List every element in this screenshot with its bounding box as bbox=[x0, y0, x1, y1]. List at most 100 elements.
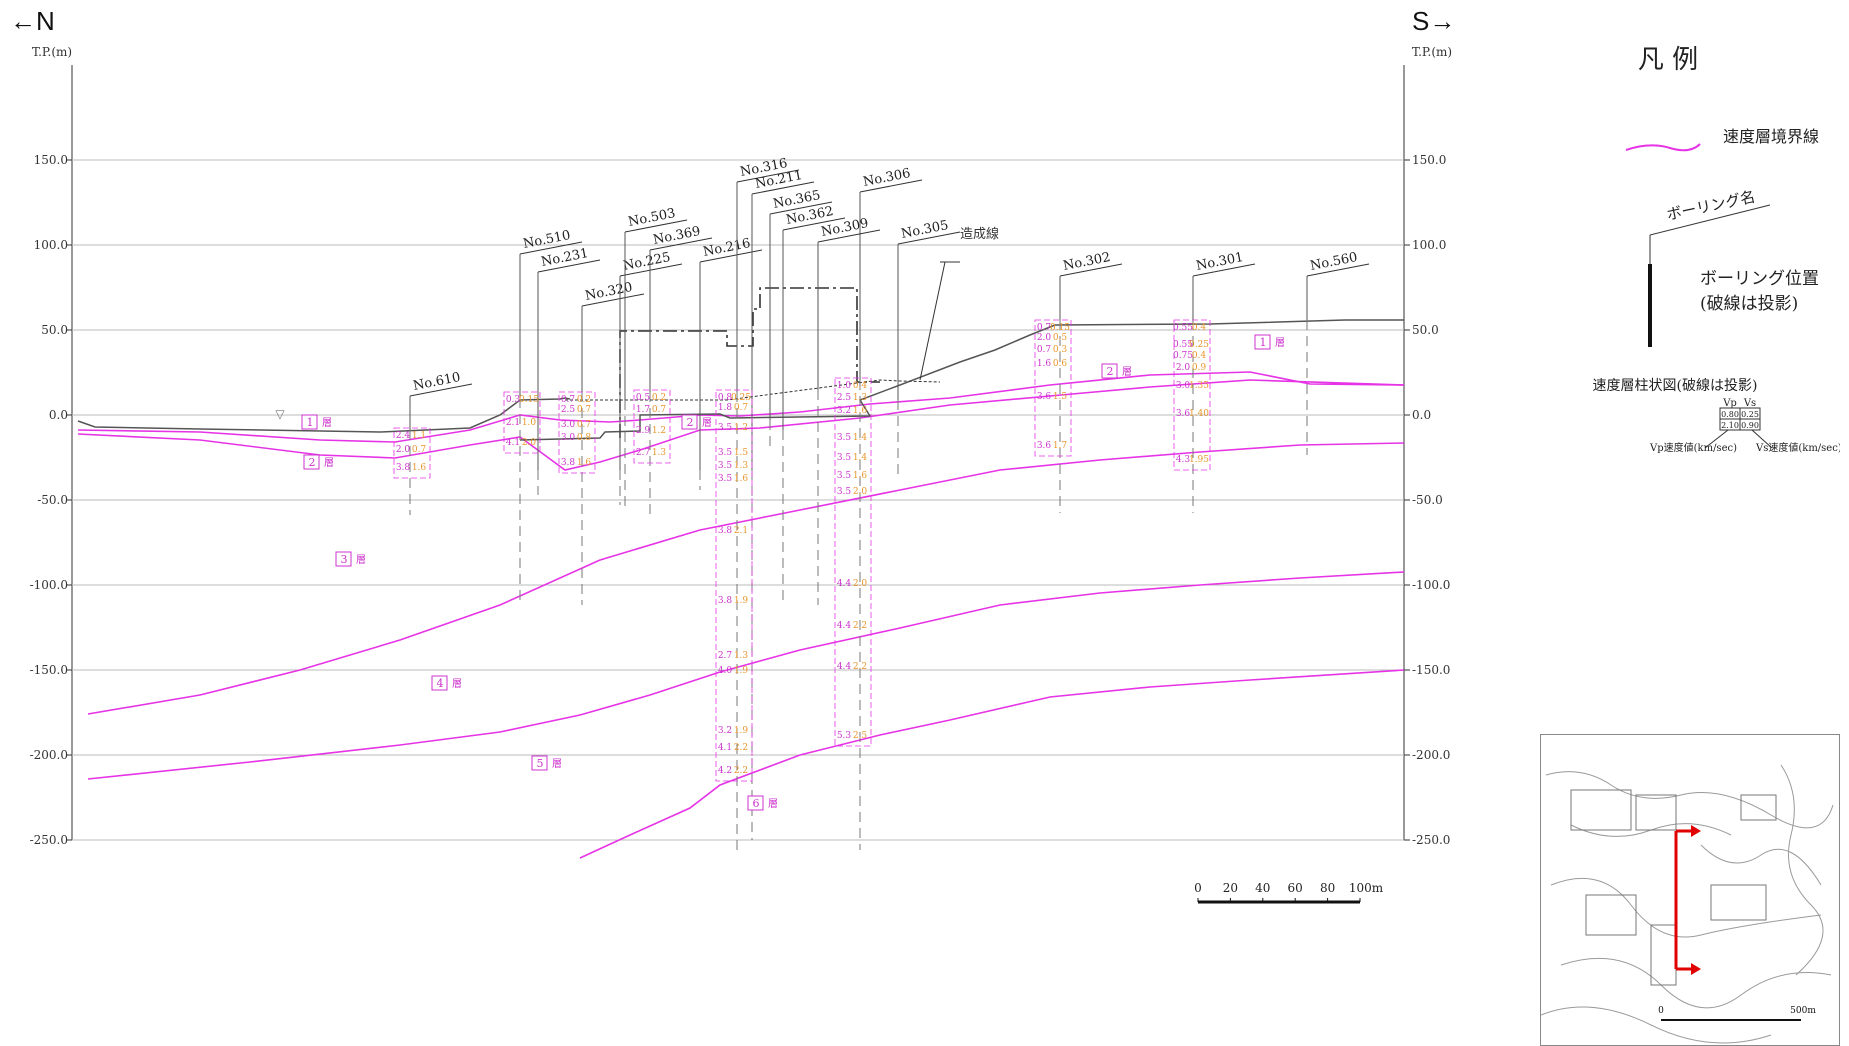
minimap-scale-start: 0 bbox=[1658, 1006, 1664, 1016]
vp-value: 2.7 bbox=[636, 448, 651, 458]
layer-label-number: 4 bbox=[437, 677, 444, 690]
boring-leader bbox=[1059, 263, 1123, 277]
vp-value: 3.2 bbox=[837, 406, 851, 416]
vs-value: 0.15 bbox=[1050, 323, 1070, 333]
vs-value: 1.4 bbox=[853, 433, 868, 443]
left-tick-label: -50.0 bbox=[37, 493, 68, 507]
vp-value: 1.6 bbox=[1037, 359, 1052, 369]
vs-value: 0.2 bbox=[652, 393, 666, 403]
vp-value: 0.55 bbox=[1173, 323, 1193, 333]
vs-value: 1.6 bbox=[853, 406, 868, 416]
vs-value: 1.1 bbox=[412, 431, 426, 441]
velocity-boundary-line bbox=[77, 379, 1405, 471]
left-axis-label: T.P.(m) bbox=[32, 45, 72, 59]
section-arrowhead-top bbox=[1691, 825, 1701, 837]
north-direction-label: ←N bbox=[10, 6, 55, 36]
vs-value: 0.4 bbox=[853, 381, 868, 391]
layer-label-number: 5 bbox=[537, 757, 544, 770]
vp-value: 4.4 bbox=[837, 662, 852, 672]
vp-value: 3.5 bbox=[718, 423, 733, 433]
right-tick-label: -50.0 bbox=[1412, 493, 1443, 507]
boring-leader bbox=[649, 237, 713, 251]
vs-value: 2.0 bbox=[522, 438, 537, 448]
legend-panel: 凡 例 速度層境界線 ボーリング名 ボーリング位置 (破線は投影) 速度層柱状図… bbox=[1593, 45, 1840, 454]
boundary-line-swatch bbox=[1625, 143, 1701, 152]
velocity-boundary-line bbox=[579, 669, 1405, 859]
legend-boring-projection: (破線は投影) bbox=[1700, 294, 1798, 314]
vp-value: 2.0 bbox=[396, 445, 411, 455]
vs-value: 0.25 bbox=[731, 393, 751, 403]
scale-bar-background bbox=[1170, 876, 1404, 916]
water-table-symbol: ▽ bbox=[275, 407, 285, 421]
layer-label-box bbox=[747, 795, 764, 811]
ground-surface-north bbox=[77, 397, 571, 433]
vp-value: 3.6 bbox=[1037, 392, 1052, 402]
legend-cell-vs1: 0.25 bbox=[1741, 410, 1759, 419]
vp-value: 1.7 bbox=[636, 405, 651, 415]
vs-value: 0.4 bbox=[1192, 351, 1207, 361]
vs-value: 0.6 bbox=[1053, 359, 1068, 369]
velocity-column-box bbox=[834, 377, 872, 747]
layer-label-suffix: 層 bbox=[356, 554, 366, 566]
vp-value: 2.0 bbox=[1037, 333, 1052, 343]
vp-value: 3.6 bbox=[1176, 409, 1191, 419]
vp-value: 3.5 bbox=[718, 474, 733, 484]
layer-label-suffix: 層 bbox=[768, 798, 778, 810]
vs-value: 2.2 bbox=[853, 662, 867, 672]
velocity-column-box bbox=[393, 427, 431, 479]
vp-value: 0.3 bbox=[506, 395, 521, 405]
legend-column-title: 速度層柱状図(破線は投影) bbox=[1593, 378, 1758, 394]
vp-value: 3.5 bbox=[837, 471, 852, 481]
boring-leader bbox=[751, 181, 815, 195]
velocity-boundary-line bbox=[87, 442, 1405, 715]
vs-value: 0.7 bbox=[412, 445, 427, 455]
vs-value: 2.2 bbox=[734, 766, 748, 776]
right-tick-label: -100.0 bbox=[1412, 578, 1450, 592]
vp-value: 0.8 bbox=[718, 393, 733, 403]
vs-value: 0.8 bbox=[577, 433, 592, 443]
layer-label-number: 2 bbox=[1107, 365, 1114, 378]
boring-leader bbox=[409, 383, 473, 397]
vp-value: 3.2 bbox=[718, 726, 732, 736]
legend-title: 凡 例 bbox=[1638, 45, 1698, 75]
minimap-scale-end: 500m bbox=[1790, 1006, 1816, 1016]
layer-label-box bbox=[335, 551, 352, 567]
vs-value: 0.4 bbox=[1192, 323, 1207, 333]
vs-value: 2.0 bbox=[853, 487, 868, 497]
left-tick-label: -150.0 bbox=[30, 663, 68, 677]
vp-value: 3.6 bbox=[1037, 441, 1052, 451]
vp-value: 0.7 bbox=[561, 395, 576, 405]
legend-vp-note: Vp速度値(km/sec) bbox=[1649, 441, 1737, 454]
vs-value: 1.9 bbox=[734, 726, 749, 736]
vp-value: 3.0 bbox=[561, 420, 576, 430]
vs-value: 1.7 bbox=[1053, 441, 1068, 451]
vp-value: 2.9 bbox=[636, 426, 651, 436]
legend-vs-note: Vs速度値(km/sec) bbox=[1755, 441, 1840, 454]
velocity-column-box bbox=[503, 391, 541, 454]
vp-value: 0.55 bbox=[1173, 340, 1193, 350]
left-tick-label: 0.0 bbox=[49, 408, 68, 422]
layer-label-number: 2 bbox=[687, 416, 694, 429]
vp-value: 2.5 bbox=[561, 405, 576, 415]
vs-value: 2.1 bbox=[734, 526, 748, 536]
vs-value: 2.2 bbox=[853, 621, 867, 631]
vp-value: 4.4 bbox=[837, 621, 852, 631]
vp-value: 3.8 bbox=[396, 463, 411, 473]
vs-value: 1.9 bbox=[734, 666, 749, 676]
layer-label-suffix: 層 bbox=[552, 758, 562, 770]
vs-value: 1.6 bbox=[853, 471, 868, 481]
vp-value: 2.1 bbox=[506, 418, 520, 428]
vp-value: 2.0 bbox=[1176, 363, 1191, 373]
boring-leader bbox=[624, 219, 688, 233]
boring-leader bbox=[859, 179, 923, 193]
boring-leader bbox=[817, 229, 881, 243]
vs-value: 1.2 bbox=[652, 426, 666, 436]
vs-value: 0.15 bbox=[519, 395, 539, 405]
boring-leader bbox=[1306, 263, 1370, 277]
vp-value: 1.0 bbox=[837, 381, 852, 391]
left-tick-label: -200.0 bbox=[30, 748, 68, 762]
legend-boring-position: ボーリング位置 bbox=[1700, 269, 1819, 289]
layer-label-number: 6 bbox=[753, 797, 760, 810]
vs-value: 0.9 bbox=[1192, 363, 1207, 373]
